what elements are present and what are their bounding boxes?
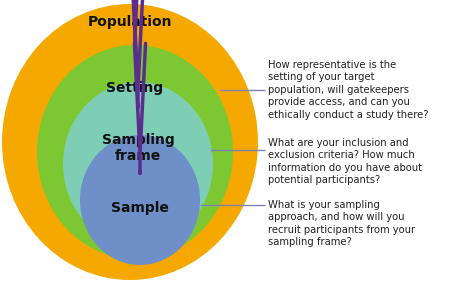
Text: Sampling
frame: Sampling frame xyxy=(101,133,174,163)
Ellipse shape xyxy=(80,135,200,265)
Text: What are your inclusion and
exclusion criteria? How much
information do you have: What are your inclusion and exclusion cr… xyxy=(268,138,422,185)
Ellipse shape xyxy=(37,45,233,259)
Text: Setting: Setting xyxy=(107,81,164,95)
Ellipse shape xyxy=(2,4,258,280)
Text: What is your sampling
approach, and how will you
recruit participants from your
: What is your sampling approach, and how … xyxy=(268,200,415,247)
Ellipse shape xyxy=(63,82,213,246)
Text: Population: Population xyxy=(88,15,172,29)
Text: How representative is the
setting of your target
population, will gatekeepers
pr: How representative is the setting of you… xyxy=(268,60,428,120)
Text: Sample: Sample xyxy=(111,201,169,215)
